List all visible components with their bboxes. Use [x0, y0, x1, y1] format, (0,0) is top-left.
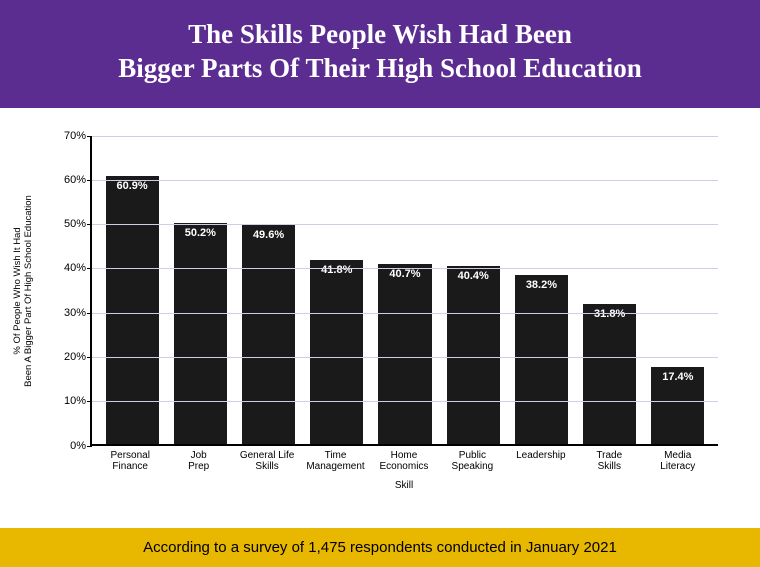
- bar: 31.8%: [583, 304, 636, 444]
- y-tick-label: 20%: [52, 351, 86, 363]
- bar: 40.4%: [447, 266, 500, 444]
- footer-banner: According to a survey of 1,475 responden…: [0, 528, 760, 567]
- x-tick-label: TradeSkills: [575, 450, 643, 473]
- grid-line: [92, 357, 718, 358]
- x-axis-title: Skill: [90, 480, 718, 491]
- x-tick-label: HomeEconomics: [370, 450, 438, 473]
- bar-slot: 50.2%: [166, 136, 234, 444]
- y-tick-label: 0%: [52, 440, 86, 452]
- bar-value-label: 50.2%: [174, 227, 227, 239]
- grid-line: [92, 313, 718, 314]
- bar-value-label: 40.7%: [378, 268, 431, 280]
- bar-value-label: 17.4%: [651, 371, 704, 383]
- x-tick-label: Leadership: [507, 450, 575, 473]
- grid-line: [92, 224, 718, 225]
- y-tick-label: 60%: [52, 174, 86, 186]
- grid-line: [92, 136, 718, 137]
- x-tick-label: PersonalFinance: [96, 450, 164, 473]
- grid-line: [92, 401, 718, 402]
- bar-value-label: 38.2%: [515, 279, 568, 291]
- bar-value-label: 41.8%: [310, 264, 363, 276]
- x-labels-group: PersonalFinanceJobPrepGeneral LifeSkills…: [90, 450, 718, 473]
- page-title: The Skills People Wish Had Been Bigger P…: [20, 18, 740, 86]
- x-tick-label: PublicSpeaking: [438, 450, 506, 473]
- x-tick-label: TimeManagement: [301, 450, 369, 473]
- chart-container: % Of People Who Wish It HadBeen A Bigger…: [0, 108, 760, 508]
- x-tick-label: General LifeSkills: [233, 450, 301, 473]
- bar: 38.2%: [515, 275, 568, 443]
- bar-value-label: 60.9%: [106, 180, 159, 192]
- bar-slot: 40.4%: [439, 136, 507, 444]
- header-banner: The Skills People Wish Had Been Bigger P…: [0, 0, 760, 108]
- bar-value-label: 49.6%: [242, 229, 295, 241]
- title-line-2: Bigger Parts Of Their High School Educat…: [118, 53, 642, 83]
- bar-slot: 49.6%: [234, 136, 302, 444]
- bar: 40.7%: [378, 264, 431, 443]
- bar-slot: 17.4%: [644, 136, 712, 444]
- bar-slot: 40.7%: [371, 136, 439, 444]
- title-line-1: The Skills People Wish Had Been: [188, 19, 572, 49]
- y-tick-label: 40%: [52, 262, 86, 274]
- plot-area: 60.9% 50.2% 49.6% 41.8% 40.7% 40.4% 38.2% 31.8%…: [90, 136, 718, 446]
- bar-slot: 31.8%: [576, 136, 644, 444]
- bar: 60.9%: [106, 176, 159, 444]
- bar-slot: 41.8%: [303, 136, 371, 444]
- y-tick-label: 50%: [52, 218, 86, 230]
- y-tick-label: 10%: [52, 395, 86, 407]
- x-tick-label: JobPrep: [164, 450, 232, 473]
- y-axis-title: % Of People Who Wish It HadBeen A Bigger…: [12, 136, 36, 446]
- bar: 49.6%: [242, 225, 295, 443]
- grid-line: [92, 180, 718, 181]
- bar-slot: 60.9%: [98, 136, 166, 444]
- bar: 50.2%: [174, 223, 227, 444]
- bars-group: 60.9% 50.2% 49.6% 41.8% 40.7% 40.4% 38.2% 31.8%…: [92, 136, 718, 444]
- bar: 41.8%: [310, 260, 363, 444]
- y-tick-label: 30%: [52, 307, 86, 319]
- x-tick-label: MediaLiteracy: [644, 450, 712, 473]
- y-tick-label: 70%: [52, 130, 86, 142]
- footer-text: According to a survey of 1,475 responden…: [143, 539, 617, 556]
- grid-line: [92, 268, 718, 269]
- bar-slot: 38.2%: [507, 136, 575, 444]
- bar: 17.4%: [651, 367, 704, 444]
- bar-value-label: 40.4%: [447, 270, 500, 282]
